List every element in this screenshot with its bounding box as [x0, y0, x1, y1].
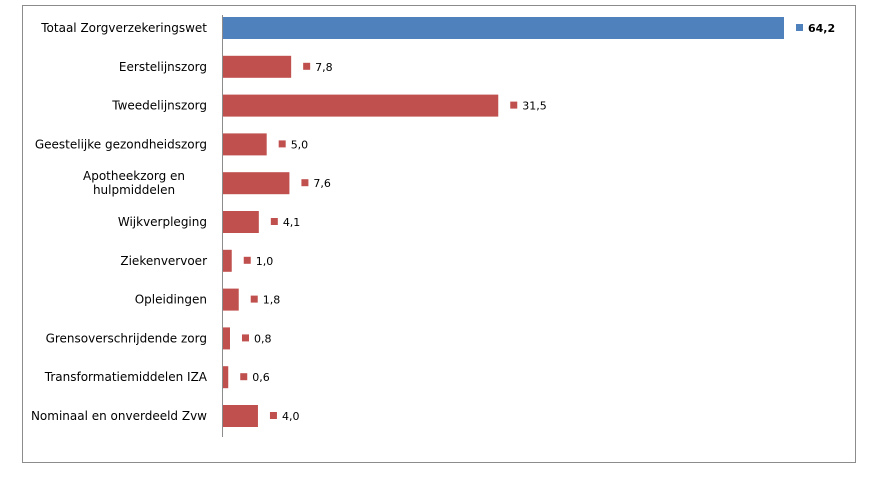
value-key-opleidingen — [250, 295, 258, 303]
category-label-transformatiemiddelen-iza: Transformatiemiddelen IZA — [44, 370, 208, 384]
bar-apotheekzorg-en-hulpmiddelen — [223, 172, 290, 195]
bar-eerstelijnszorg — [223, 55, 292, 78]
bar-tweedelijnszorg — [223, 94, 499, 117]
value-label-geestelijke-gezondheidszorg: 5,0 — [291, 138, 309, 151]
labels-layer: 64,2 Totaal Zorgverzekeringswet 7,8 Eerstel… — [31, 21, 835, 423]
value-label-ziekenvervoer: 1,0 — [256, 255, 274, 268]
value-key-ziekenvervoer — [243, 256, 251, 264]
value-label-totaal-zorgverzekeringswet: 64,2 — [808, 22, 835, 35]
value-label-apotheekzorg-en-hulpmiddelen: 7,6 — [313, 177, 331, 190]
value-key-totaal-zorgverzekeringswet — [796, 24, 803, 31]
value-label-nominaal-en-onverdeeld-zvw: 4,0 — [282, 410, 300, 423]
bar-chart: 64,2 Totaal Zorgverzekeringswet 7,8 Eerstel… — [31, 15, 835, 437]
category-label-eerstelijnszorg: Eerstelijnszorg — [119, 60, 207, 74]
chart-frame: 64,2 Totaal Zorgverzekeringswet 7,8 Eerstel… — [22, 5, 856, 463]
category-label-tweedelijnszorg: Tweedelijnszorg — [111, 99, 207, 113]
category-label-totaal-zorgverzekeringswet: Totaal Zorgverzekeringswet — [40, 21, 207, 35]
bar-grensoverschrijdende-zorg — [223, 327, 230, 350]
bar-transformatiemiddelen-iza — [223, 366, 229, 389]
value-label-opleidingen: 1,8 — [263, 294, 281, 307]
category-label-geestelijke-gezondheidszorg: Geestelijke gezondheidszorg — [35, 137, 207, 151]
value-key-transformatiemiddelen-iza — [240, 373, 248, 381]
bar-geestelijke-gezondheidszorg — [223, 133, 267, 156]
value-key-wijkverpleging — [270, 218, 278, 225]
value-label-grensoverschrijdende-zorg: 0,8 — [254, 332, 272, 345]
category-label-grensoverschrijdende-zorg: Grensoverschrijdende zorg — [46, 331, 207, 345]
value-label-eerstelijnszorg: 7,8 — [315, 61, 333, 74]
bars-layer — [223, 17, 784, 427]
bar-ziekenvervoer — [223, 249, 232, 272]
category-label-wijkverpleging: Wijkverpleging — [118, 215, 207, 229]
bar-wijkverpleging — [223, 211, 259, 233]
value-label-wijkverpleging: 4,1 — [283, 216, 301, 229]
category-label-apotheekzorg-en-hulpmiddelen: Apotheekzorg en hulpmiddelen — [83, 169, 185, 197]
value-key-nominaal-en-onverdeeld-zvw — [269, 412, 277, 419]
category-label-opleidingen: Opleidingen — [135, 293, 207, 307]
value-key-geestelijke-gezondheidszorg — [278, 140, 286, 148]
bar-totaal-zorgverzekeringswet — [223, 17, 784, 39]
category-label-nominaal-en-onverdeeld-zvw: Nominaal en onverdeeld Zvw — [31, 409, 207, 423]
value-key-tweedelijnszorg — [510, 101, 518, 109]
value-label-tweedelijnszorg: 31,5 — [522, 100, 547, 113]
value-key-grensoverschrijdende-zorg — [241, 334, 249, 342]
value-key-eerstelijnszorg — [303, 62, 311, 70]
value-key-apotheekzorg-en-hulpmiddelen — [301, 179, 309, 187]
bar-opleidingen — [223, 288, 239, 311]
value-label-transformatiemiddelen-iza: 0,6 — [252, 371, 269, 384]
category-label-ziekenvervoer: Ziekenvervoer — [120, 254, 207, 268]
bar-nominaal-en-onverdeeld-zvw — [223, 405, 258, 427]
